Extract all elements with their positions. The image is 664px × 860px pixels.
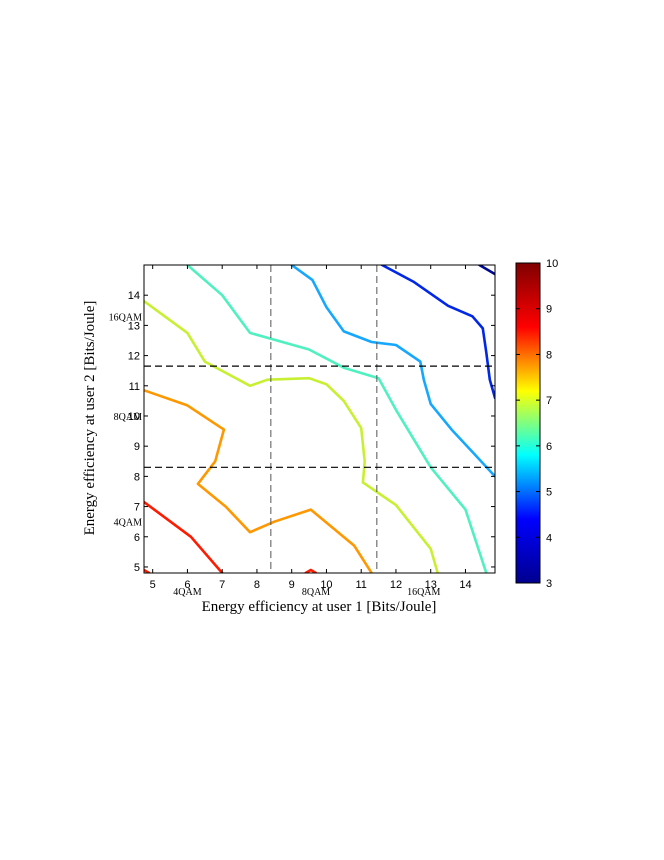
y-tick-label: 9 xyxy=(134,441,140,453)
y-axis-label: Energy efficiency at user 2 [Bits/Joule] xyxy=(82,301,98,536)
x-tick-label: 8 xyxy=(254,579,260,591)
x-tick-label: 7 xyxy=(219,579,225,591)
contour-line-4 xyxy=(144,388,373,573)
colorbar-tick-label: 3 xyxy=(546,578,552,590)
colorbar-tick-label: 6 xyxy=(546,441,552,453)
contour-line-1 xyxy=(144,500,224,573)
x-tick-label: 9 xyxy=(289,579,295,591)
contour-line-8 xyxy=(380,265,495,400)
colorbar-tick-label: 8 xyxy=(546,349,552,361)
x-axis-label: Energy efficiency at user 1 [Bits/Joule] xyxy=(202,599,437,615)
x-tick-label: 14 xyxy=(459,579,471,591)
contour-line-7 xyxy=(290,265,495,478)
y-tick-label: 14 xyxy=(128,290,140,302)
x-tick-label: 6 xyxy=(184,579,190,591)
colorbar-tick-label: 9 xyxy=(546,304,552,316)
x-tick-label: 13 xyxy=(425,579,437,591)
y-tick-label: 12 xyxy=(128,351,140,363)
x-modulation-labels: 4QAM 8QAM 16QAM xyxy=(173,587,440,598)
y-tick-label: 6 xyxy=(134,532,140,544)
x-tick-label: 11 xyxy=(355,579,366,591)
y-tick-label: 11 xyxy=(129,381,140,393)
plot-frame xyxy=(143,264,496,574)
colorbar-tick-label: 4 xyxy=(546,532,552,544)
y-modulation-label: 8QAM xyxy=(114,412,142,423)
y-axis-ticks: 5 6 7 8 9 10 11 12 13 14 xyxy=(128,290,495,574)
colorbar-tick-label: 5 xyxy=(546,487,552,499)
contour-line-9 xyxy=(478,265,495,276)
colorbar-tick-label: 10 xyxy=(546,258,558,270)
y-tick-label: 7 xyxy=(134,502,140,514)
y-tick-label: 13 xyxy=(128,320,140,332)
y-modulation-labels: 4QAM 8QAM 16QAM xyxy=(109,312,142,528)
x-tick-label: 5 xyxy=(150,579,156,591)
contour-line-3 xyxy=(304,568,318,573)
colorbar xyxy=(515,262,541,584)
x-modulation-label: 4QAM xyxy=(173,587,201,598)
contour-lines xyxy=(144,265,495,573)
colorbar-tick-label: 7 xyxy=(546,395,552,407)
y-tick-label: 10 xyxy=(128,411,140,423)
modulation-boundary-lines xyxy=(144,265,495,573)
x-axis-ticks: 5 6 7 8 9 10 11 12 13 14 xyxy=(150,265,472,591)
x-tick-label: 10 xyxy=(320,579,332,591)
y-modulation-label: 16QAM xyxy=(109,312,142,323)
contour-line-6 xyxy=(186,265,488,573)
x-modulation-label: 16QAM xyxy=(407,587,440,598)
colorbar-ticks: 3 4 5 6 7 8 9 10 xyxy=(516,258,558,590)
contour-line-5 xyxy=(144,299,440,573)
x-tick-label: 12 xyxy=(390,579,402,591)
x-modulation-label: 8QAM xyxy=(302,587,330,598)
y-modulation-label: 4QAM xyxy=(114,518,142,529)
y-tick-label: 5 xyxy=(134,562,140,574)
y-tick-label: 8 xyxy=(134,471,140,483)
